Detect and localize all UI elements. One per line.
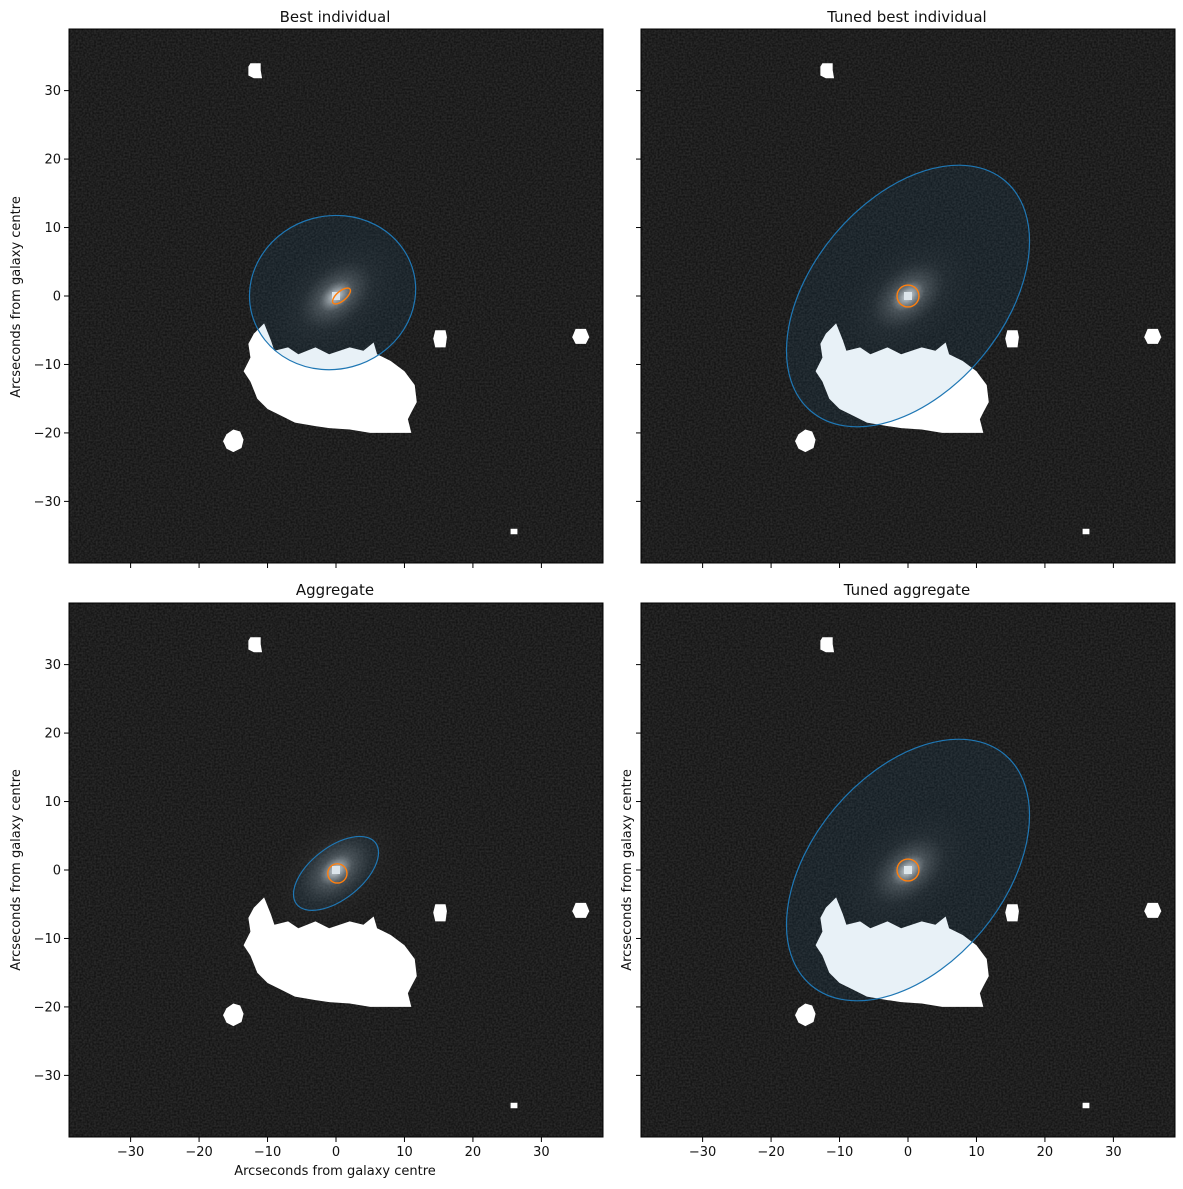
x-tick-label: −20 <box>757 1145 784 1160</box>
bulge-ellipse <box>896 284 920 308</box>
y-axis-label: Arcseconds from galaxy centre <box>9 196 24 398</box>
mask-star-top <box>820 637 835 653</box>
x-tick-label: 20 <box>1037 1145 1054 1160</box>
y-tick-label: 30 <box>44 658 61 673</box>
y-tick-label: 20 <box>44 727 61 742</box>
mask-star-right <box>1005 904 1019 922</box>
y-tick-label: 30 <box>44 84 61 99</box>
bulge-ellipse <box>896 858 920 882</box>
y-axis-label: Arcseconds from galaxy centre <box>9 769 24 971</box>
mask-star-left <box>795 1003 816 1027</box>
panel-tuned-best-individual: Tuned best individual <box>636 8 1176 568</box>
mask-companion-galaxy <box>243 897 417 1007</box>
mask-star-left <box>223 1003 244 1027</box>
y-tick-label: −20 <box>34 1000 61 1015</box>
image-plane <box>641 603 1175 1137</box>
x-tick-label: 10 <box>968 1145 985 1160</box>
mask-star-left <box>223 429 244 453</box>
x-tick-label: −20 <box>185 1145 212 1160</box>
y-axis-label: Arcseconds from galaxy centre <box>620 769 635 971</box>
y-tick-label: 0 <box>53 290 61 305</box>
panel-title: Best individual <box>280 8 391 26</box>
panel-title: Tuned best individual <box>826 8 986 26</box>
x-tick-label: 30 <box>1105 1145 1122 1160</box>
y-tick-label: −20 <box>34 426 61 441</box>
mask-companion-galaxy <box>243 323 417 433</box>
bulge-ellipse <box>331 287 352 305</box>
mask-star-edge <box>572 328 590 344</box>
panel-tuned-aggregate: Tuned aggregate Arcseconds from galaxy c… <box>620 581 1176 1160</box>
image-plane <box>641 29 1175 563</box>
y-tick-label: −30 <box>34 1069 61 1084</box>
panel-best-individual: Best individual Arcseconds from galaxy c… <box>9 8 604 568</box>
image-plane <box>69 603 603 1137</box>
mask-star-small <box>510 528 518 535</box>
mask-star-small <box>510 1102 518 1109</box>
image-plane <box>69 29 603 563</box>
x-tick-label: 0 <box>904 1145 912 1160</box>
mask-star-right <box>1005 330 1019 348</box>
disc-ellipse <box>785 164 1031 428</box>
x-tick-label: −30 <box>689 1145 716 1160</box>
x-tick-label: 10 <box>396 1145 413 1160</box>
x-tick-label: −10 <box>254 1145 281 1160</box>
mask-star-small <box>1082 528 1090 535</box>
x-axis-label: Arcseconds from galaxy centre <box>234 1164 436 1179</box>
mask-star-top <box>820 63 835 79</box>
mask-star-left <box>795 429 816 453</box>
disc-ellipse <box>292 835 380 911</box>
bulge-ellipse <box>327 863 348 884</box>
y-tick-label: 20 <box>44 153 61 168</box>
mask-star-edge <box>1144 902 1162 918</box>
y-tick-label: −30 <box>34 495 61 510</box>
y-tick-label: 10 <box>44 795 61 810</box>
x-tick-label: 0 <box>332 1145 340 1160</box>
x-tick-label: −30 <box>117 1145 144 1160</box>
mask-star-right <box>433 904 447 922</box>
y-tick-label: −10 <box>34 932 61 947</box>
panel-title: Tuned aggregate <box>843 581 971 599</box>
galaxy-core <box>904 292 912 300</box>
mask-star-right <box>433 330 447 348</box>
disc-ellipse <box>785 738 1031 1002</box>
x-tick-label: −10 <box>826 1145 853 1160</box>
panel-aggregate: Aggregate Arcseconds from galaxy centre … <box>9 581 604 1179</box>
mask-star-top <box>248 63 263 79</box>
mask-companion-galaxy <box>815 323 989 433</box>
mask-star-small <box>1082 1102 1090 1109</box>
mask-companion-galaxy <box>815 897 989 1007</box>
y-tick-label: −10 <box>34 358 61 373</box>
x-tick-label: 20 <box>465 1145 482 1160</box>
mask-star-top <box>248 637 263 653</box>
galaxy-core <box>332 866 340 874</box>
x-tick-label: 30 <box>533 1145 550 1160</box>
panel-title: Aggregate <box>296 581 374 599</box>
y-tick-label: 10 <box>44 221 61 236</box>
y-tick-label: 0 <box>53 864 61 879</box>
mask-star-edge <box>1144 328 1162 344</box>
galaxy-core <box>332 292 340 300</box>
disc-ellipse <box>248 214 417 371</box>
mask-star-edge <box>572 902 590 918</box>
galaxy-core <box>904 866 912 874</box>
